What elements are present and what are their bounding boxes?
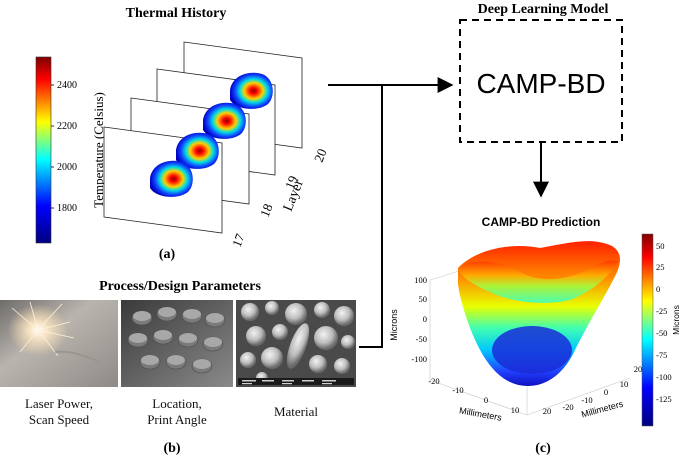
prediction-surface	[458, 241, 620, 386]
cylinders-photo	[121, 300, 233, 387]
surface-rim	[458, 260, 618, 303]
z-tick: -100	[411, 354, 427, 364]
x-tick: 10	[511, 405, 520, 415]
model-name: CAMP-BD	[476, 68, 605, 99]
z-tick: -50	[416, 334, 427, 344]
x-tick: 0	[484, 395, 488, 405]
cb-tick: -100	[656, 372, 672, 382]
prediction-y-ticks: -20 -10 0 10 20	[562, 364, 642, 412]
z-tick: 0	[423, 314, 427, 324]
caption-laser: Laser Power, Scan Speed	[0, 396, 118, 428]
params-to-model-line	[359, 85, 383, 348]
caption-location-line2: Print Angle	[147, 412, 207, 427]
y-tick: 0	[604, 387, 608, 397]
prediction-colorbar-label: Microns	[671, 305, 681, 335]
cb-tick: 50	[656, 241, 665, 251]
prediction-title: CAMP-BD Prediction	[482, 215, 601, 229]
z-tick: 100	[414, 275, 427, 285]
thermal-colorbar	[35, 56, 52, 244]
powder-photo	[236, 300, 356, 387]
layer-label-19: 19	[282, 173, 301, 191]
melt-pools	[150, 72, 273, 197]
prediction-z-label: Microns	[389, 309, 399, 341]
cb-tick: -75	[656, 350, 667, 360]
melt-pool-19	[203, 102, 246, 139]
thermal-colorbar-ticks: 2400 2200 2000 1800	[51, 80, 77, 214]
x-tick: -10	[452, 385, 463, 395]
x-tick: -20	[428, 376, 439, 386]
panel-label-a: (a)	[159, 247, 176, 262]
caption-location-line1: Location,	[152, 396, 202, 411]
caption-laser-line1: Laser Power,	[24, 396, 94, 411]
melt-pool-18	[176, 132, 219, 169]
caption-material-line1: Material	[273, 404, 319, 419]
model-box	[459, 19, 623, 143]
connector-lines	[328, 77, 549, 348]
thermal-tick-2200: 2200	[57, 121, 77, 132]
prediction-x-ticks: -20 -10 0 10 20	[428, 376, 551, 416]
thermal-tick-2000: 2000	[57, 162, 77, 173]
prediction-colorbar-ticks: 50 25 0 -25 -50 -75 -100 -125	[656, 241, 672, 404]
caption-laser-line2: Scan Speed	[28, 412, 90, 427]
y-tick: 20	[634, 364, 643, 374]
cb-tick: 0	[656, 284, 660, 294]
cb-tick: -25	[656, 306, 667, 316]
prediction-z-ticks: 100 50 0 -50 -100	[411, 275, 427, 364]
surface-trough	[492, 326, 572, 374]
panel-label-c: (c)	[535, 441, 551, 456]
y-tick: 10	[620, 379, 629, 389]
cb-tick: -125	[656, 394, 672, 404]
caption-material: Material	[236, 404, 356, 420]
melt-pool-20	[230, 72, 273, 109]
layer-label-17: 17	[229, 231, 248, 249]
caption-location: Location, Print Angle	[121, 396, 233, 428]
z-tick: 50	[419, 294, 428, 304]
params-title: Process/Design Parameters	[99, 279, 261, 294]
prediction-colorbar	[641, 233, 654, 427]
layer-numbers: 20 19 18 17	[229, 146, 330, 249]
x-tick: 20	[543, 406, 552, 416]
laser-photo	[0, 300, 118, 387]
prediction-x-label: Millimeters	[458, 405, 503, 422]
y-tick: -20	[562, 402, 573, 412]
y-tick: -10	[581, 395, 592, 405]
thermal-title: Thermal History	[126, 6, 227, 21]
layer-label-18: 18	[257, 201, 276, 219]
thermal-tick-1800: 1800	[57, 203, 77, 214]
thermal-tick-2400: 2400	[57, 80, 77, 91]
cb-tick: -50	[656, 328, 667, 338]
thermal-colorbar-label: Temperature (Celsius)	[91, 92, 106, 208]
cb-tick: 25	[656, 262, 665, 272]
model-title: Deep Learning Model	[478, 2, 609, 17]
panel-label-b: (b)	[163, 441, 180, 456]
layer-label-20: 20	[311, 146, 330, 164]
melt-pool-17	[150, 160, 193, 197]
